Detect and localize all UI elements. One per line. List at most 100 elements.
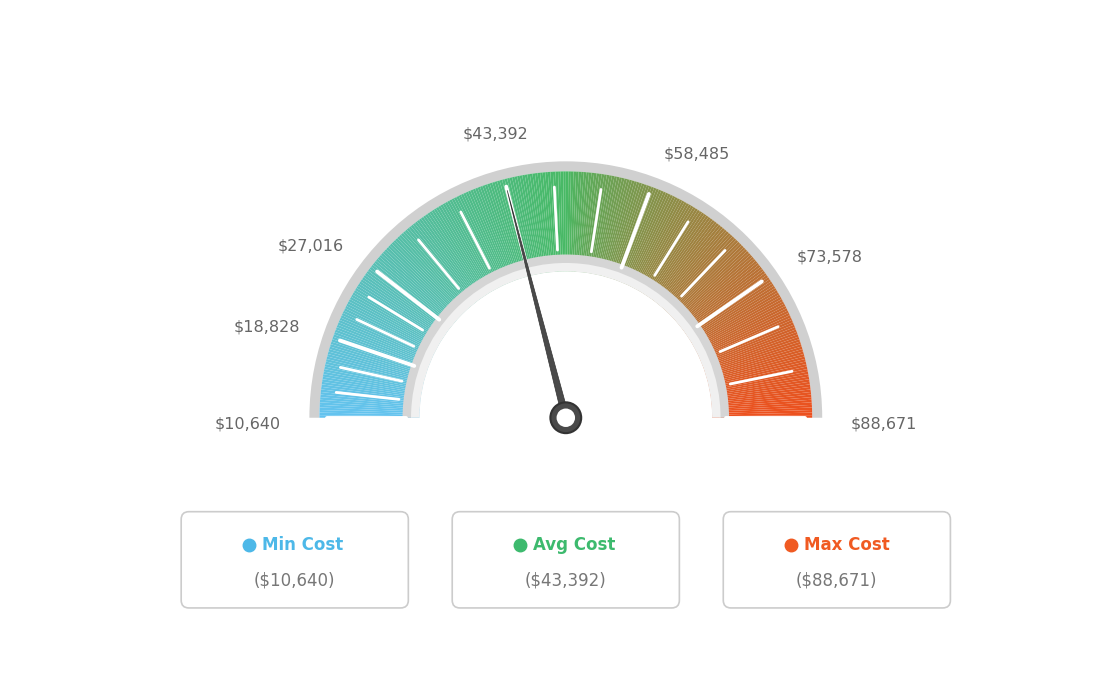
Wedge shape — [566, 171, 569, 271]
Wedge shape — [658, 226, 723, 305]
Wedge shape — [403, 231, 470, 308]
Wedge shape — [660, 230, 726, 307]
Wedge shape — [323, 369, 423, 391]
Wedge shape — [346, 306, 435, 353]
Wedge shape — [327, 354, 424, 382]
Wedge shape — [502, 179, 530, 277]
Wedge shape — [650, 217, 711, 299]
Wedge shape — [480, 186, 517, 281]
Wedge shape — [605, 180, 635, 277]
Wedge shape — [623, 190, 664, 284]
Wedge shape — [611, 184, 645, 279]
Wedge shape — [702, 327, 796, 365]
Text: Max Cost: Max Cost — [805, 536, 890, 554]
Wedge shape — [319, 415, 420, 417]
Wedge shape — [432, 210, 487, 295]
Wedge shape — [343, 310, 434, 355]
Wedge shape — [322, 380, 422, 396]
Wedge shape — [464, 193, 507, 285]
FancyBboxPatch shape — [453, 512, 679, 608]
Wedge shape — [711, 389, 810, 402]
Wedge shape — [454, 197, 501, 288]
Wedge shape — [524, 175, 543, 273]
Wedge shape — [678, 259, 755, 324]
Wedge shape — [696, 304, 785, 351]
Wedge shape — [682, 269, 764, 331]
Wedge shape — [347, 304, 436, 351]
Wedge shape — [320, 397, 420, 407]
Wedge shape — [445, 202, 496, 290]
Wedge shape — [599, 178, 625, 276]
Wedge shape — [530, 174, 546, 273]
Text: $43,392: $43,392 — [463, 127, 529, 141]
Text: $27,016: $27,016 — [277, 238, 343, 253]
Wedge shape — [380, 255, 456, 322]
Wedge shape — [585, 174, 602, 273]
Wedge shape — [386, 247, 460, 317]
Wedge shape — [672, 249, 747, 319]
Wedge shape — [692, 293, 779, 344]
Wedge shape — [711, 382, 810, 398]
Wedge shape — [698, 310, 788, 355]
Text: ($43,392): ($43,392) — [524, 572, 607, 590]
Wedge shape — [323, 372, 422, 392]
Wedge shape — [666, 238, 736, 312]
Wedge shape — [420, 271, 712, 417]
Wedge shape — [408, 226, 474, 305]
Wedge shape — [470, 190, 510, 283]
Circle shape — [551, 402, 581, 433]
Wedge shape — [624, 192, 666, 284]
Wedge shape — [336, 327, 429, 365]
Wedge shape — [362, 277, 446, 335]
Wedge shape — [350, 297, 438, 347]
Wedge shape — [639, 204, 691, 292]
Wedge shape — [602, 179, 629, 277]
Wedge shape — [636, 202, 687, 290]
Wedge shape — [411, 263, 721, 417]
Wedge shape — [522, 175, 541, 274]
Wedge shape — [550, 172, 559, 272]
Wedge shape — [468, 190, 509, 284]
Wedge shape — [338, 322, 431, 362]
Wedge shape — [584, 173, 599, 273]
Wedge shape — [384, 249, 459, 319]
Wedge shape — [381, 253, 457, 321]
Wedge shape — [563, 171, 566, 271]
Wedge shape — [411, 225, 475, 304]
Wedge shape — [635, 201, 684, 290]
Wedge shape — [711, 395, 811, 406]
Text: $88,671: $88,671 — [851, 416, 917, 431]
Wedge shape — [705, 346, 803, 377]
Wedge shape — [507, 178, 532, 276]
Wedge shape — [608, 182, 639, 278]
Wedge shape — [583, 173, 596, 273]
Wedge shape — [662, 233, 731, 309]
Wedge shape — [370, 267, 450, 329]
Wedge shape — [447, 201, 497, 290]
Wedge shape — [573, 172, 582, 272]
Wedge shape — [492, 182, 523, 278]
Wedge shape — [710, 380, 809, 396]
Wedge shape — [646, 211, 702, 296]
Wedge shape — [569, 171, 574, 272]
Wedge shape — [702, 329, 797, 367]
Wedge shape — [365, 273, 447, 333]
Wedge shape — [421, 217, 481, 299]
Wedge shape — [597, 177, 622, 275]
Wedge shape — [321, 389, 421, 402]
Wedge shape — [326, 362, 423, 386]
Wedge shape — [344, 308, 435, 354]
Wedge shape — [712, 410, 813, 415]
Wedge shape — [371, 265, 452, 328]
Wedge shape — [320, 405, 420, 412]
Wedge shape — [378, 257, 455, 324]
Wedge shape — [690, 288, 776, 342]
Wedge shape — [429, 211, 486, 296]
FancyBboxPatch shape — [181, 512, 408, 608]
Wedge shape — [710, 374, 809, 393]
Wedge shape — [440, 204, 492, 292]
Wedge shape — [326, 359, 424, 384]
Wedge shape — [656, 223, 719, 303]
Wedge shape — [615, 186, 651, 281]
Wedge shape — [443, 203, 493, 291]
